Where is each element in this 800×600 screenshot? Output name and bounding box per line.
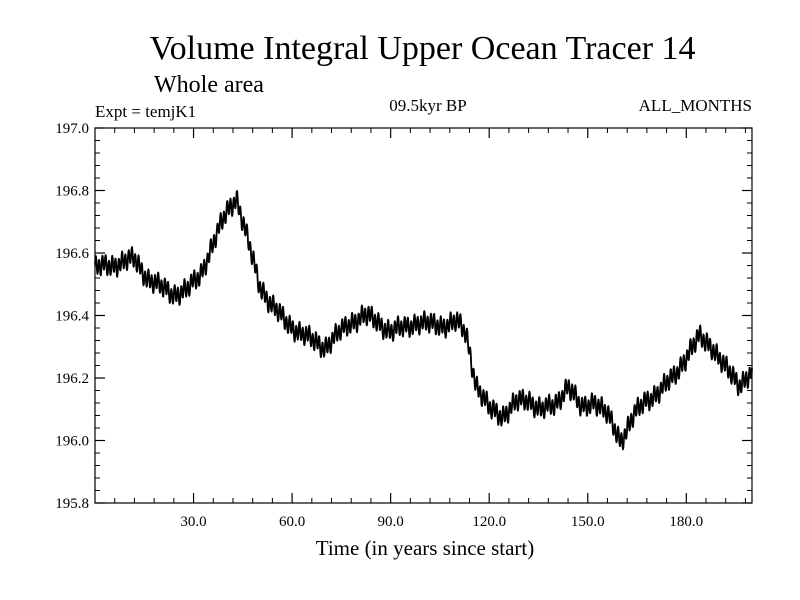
y-tick-label: 195.8 — [55, 496, 89, 512]
series-line — [94, 190, 753, 451]
y-tick-label: 196.8 — [55, 184, 89, 200]
months-label: ALL_MONTHS — [638, 96, 752, 115]
x-tick-label: 90.0 — [378, 514, 404, 530]
x-axis-label: Time (in years since start) — [315, 536, 535, 560]
x-tick-label: 60.0 — [279, 514, 305, 530]
y-tick-label: 196.2 — [55, 371, 89, 387]
y-tick-label: 196.0 — [55, 434, 89, 450]
chart-title: Volume Integral Upper Ocean Tracer 14 — [149, 30, 696, 67]
x-tick-label: 120.0 — [472, 514, 506, 530]
period-label: 09.5kyr BP — [389, 96, 467, 115]
y-tick-label: 197.0 — [55, 121, 89, 137]
x-tick-label: 150.0 — [571, 514, 605, 530]
experiment-label: Expt = temjK1 — [95, 102, 197, 121]
chart-subtitle: Whole area — [154, 72, 264, 98]
y-tick-label: 196.6 — [55, 246, 89, 262]
y-tick-label: 196.4 — [55, 309, 89, 325]
x-tick-label: 30.0 — [180, 514, 206, 530]
x-tick-label: 180.0 — [669, 514, 703, 530]
